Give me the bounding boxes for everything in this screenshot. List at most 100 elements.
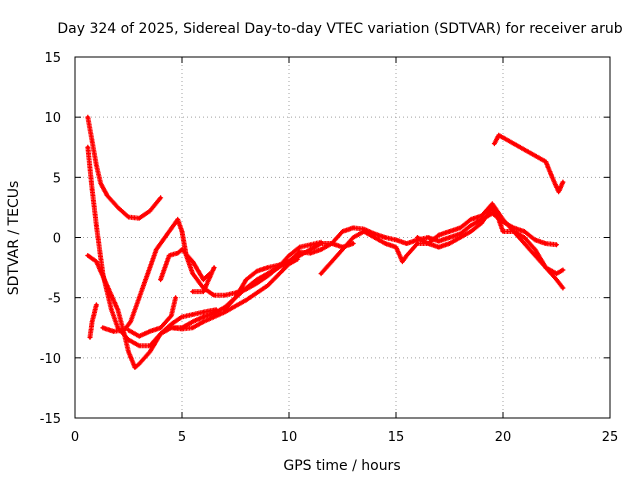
data-point (201, 315, 205, 319)
data-point (137, 334, 141, 338)
data-point (99, 181, 103, 185)
data-series (85, 114, 566, 370)
data-point (266, 284, 270, 288)
data-point (129, 320, 133, 324)
x-tick-label: 0 (71, 430, 79, 445)
data-point (330, 259, 334, 264)
data-point (557, 190, 561, 194)
chart-title: Day 324 of 2025, Sidereal Day-to-day VTE… (57, 21, 622, 37)
series-track-6 (126, 295, 179, 339)
series-track-3 (85, 253, 219, 370)
data-point (447, 241, 452, 246)
data-point (126, 350, 131, 354)
data-point (362, 229, 366, 234)
data-point (469, 229, 473, 234)
data-point (180, 247, 184, 252)
data-point (501, 217, 505, 222)
data-point (458, 235, 462, 240)
data-point (255, 269, 259, 273)
data-point (561, 286, 565, 290)
data-point (233, 296, 238, 300)
data-point (191, 272, 195, 276)
series-track-9 (190, 265, 217, 295)
data-point (437, 239, 441, 243)
data-point (180, 315, 184, 319)
data-point (308, 251, 312, 255)
data-point (492, 142, 497, 146)
data-point (159, 332, 163, 336)
data-point (101, 326, 105, 330)
data-point (276, 263, 280, 267)
data-point (351, 226, 355, 230)
data-point (426, 235, 430, 240)
data-point (544, 241, 548, 246)
data-point (180, 326, 184, 330)
data-point (244, 278, 248, 282)
data-point (522, 229, 527, 234)
data-point (148, 209, 152, 213)
y-tick-label: -15 (40, 412, 61, 427)
data-point (533, 154, 537, 158)
data-point (94, 259, 98, 264)
series-track-7 (170, 241, 356, 331)
x-tick-label: 25 (602, 430, 619, 445)
data-point (148, 350, 152, 354)
data-point (458, 226, 462, 230)
data-point (90, 139, 94, 143)
data-point (554, 272, 559, 276)
data-point (137, 344, 141, 348)
data-point (544, 160, 548, 164)
data-point (90, 320, 94, 324)
data-point (109, 308, 113, 312)
data-point (533, 253, 537, 258)
data-point (319, 272, 323, 276)
data-point (340, 247, 345, 252)
data-point (469, 217, 473, 222)
data-point (480, 221, 484, 225)
data-point (533, 238, 537, 242)
data-point (201, 278, 205, 282)
data-point (201, 310, 205, 314)
data-point (212, 311, 216, 315)
data-point (394, 245, 398, 249)
series-markers (85, 114, 164, 221)
data-point (191, 259, 195, 264)
data-point (298, 250, 302, 254)
data-point (94, 223, 98, 228)
data-point (86, 253, 90, 258)
data-point (171, 326, 176, 330)
data-point (191, 320, 195, 324)
data-point (116, 308, 120, 312)
data-point (437, 245, 441, 249)
data-point (94, 303, 98, 307)
data-point (146, 272, 150, 276)
data-point (405, 253, 409, 258)
data-point (330, 241, 334, 246)
data-point (400, 259, 405, 264)
data-point (159, 278, 163, 282)
y-tick-label: 5 (53, 171, 61, 186)
data-point (561, 180, 565, 184)
data-point (319, 247, 323, 252)
data-point (171, 223, 176, 228)
data-point (497, 217, 501, 222)
data-point (415, 235, 419, 240)
data-point (180, 229, 184, 234)
data-point (191, 290, 195, 294)
data-point (383, 235, 387, 240)
x-axis-title: GPS time / hours (283, 458, 400, 474)
data-point (497, 133, 501, 137)
data-point (561, 268, 565, 272)
series-markers (170, 241, 356, 331)
axis-ticks (74, 56, 611, 419)
data-point (126, 215, 131, 219)
data-point (111, 329, 116, 333)
y-axis-title: SDTVAR / TECUs (6, 181, 22, 296)
data-point (137, 296, 141, 300)
series-track-13 (491, 132, 566, 195)
data-point (86, 145, 90, 149)
data-point (137, 216, 141, 220)
data-point (383, 241, 387, 246)
data-point (490, 202, 494, 206)
data-point (255, 278, 259, 282)
